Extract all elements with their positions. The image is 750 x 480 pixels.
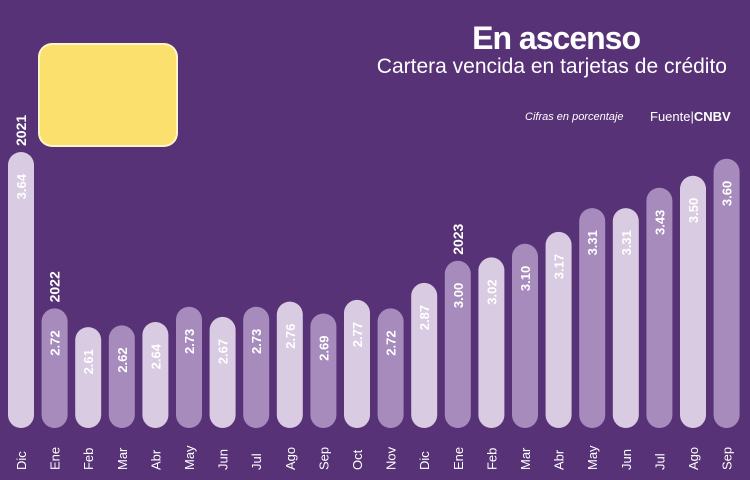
bar (612, 208, 639, 428)
x-tick-label: Dic (14, 451, 29, 470)
bar-value-label: 2.67 (216, 339, 231, 364)
bar-value-label: 2.87 (417, 305, 432, 330)
bar (209, 316, 236, 428)
bar (108, 325, 135, 428)
x-tick-label: Abr (148, 449, 163, 470)
bar (411, 282, 438, 428)
bar (512, 243, 538, 428)
x-tick-label: Abr (552, 449, 567, 470)
bar-value-label: 2.73 (182, 329, 197, 354)
year-marker-label: 2023 (450, 223, 466, 254)
chart-subtitle: Cartera vencida en tarjetas de crédito (376, 55, 727, 78)
bar-value-label: 2.76 (283, 324, 298, 349)
bar (646, 187, 673, 428)
bar (75, 327, 102, 428)
bar (680, 175, 706, 428)
credit-card-graphic (40, 45, 176, 145)
bar-value-label: 3.31 (619, 230, 634, 255)
bar-value-label: 2.72 (48, 330, 63, 355)
bar (579, 208, 606, 428)
source-prefix: Fuente| (650, 109, 694, 124)
bar (243, 306, 270, 428)
x-tick-label: Feb (81, 448, 96, 470)
chart-title: En ascenso (472, 20, 641, 56)
x-tick-label: Feb (484, 448, 499, 470)
bar (310, 313, 337, 428)
source-note: Fuente|CNBV (650, 109, 731, 124)
bar-value-label: 2.64 (148, 343, 163, 369)
bar (377, 308, 404, 428)
x-tick-label: Sep (720, 447, 735, 470)
x-tick-label: Jul (652, 453, 667, 470)
bar-value-label: 3.17 (552, 254, 567, 279)
bar (713, 158, 740, 429)
x-tick-label: Jun (619, 449, 634, 470)
bar-value-label: 2.62 (115, 347, 130, 372)
x-tick-label: Ene (451, 447, 466, 470)
year-marker-label: 2022 (47, 271, 63, 302)
bar (444, 260, 471, 428)
x-tick-label: May (585, 445, 600, 470)
bar-value-label: 3.10 (518, 266, 533, 291)
bar (176, 306, 202, 428)
x-tick-label: Nov (384, 446, 399, 470)
bar (344, 299, 370, 428)
bar-value-label: 3.50 (686, 198, 701, 223)
x-tick-label: Mar (518, 447, 533, 470)
bar-value-label: 3.43 (652, 210, 667, 235)
bar (478, 257, 505, 428)
bar (545, 231, 572, 428)
x-tick-label: Ene (48, 447, 63, 470)
bar-value-label: 3.64 (14, 173, 29, 199)
x-tick-label: Ago (686, 447, 701, 470)
units-note: Cifras en porcentaje (525, 111, 624, 123)
bar (8, 152, 34, 428)
x-tick-label: May (182, 445, 197, 470)
year-marker-label: 2021 (13, 115, 29, 146)
bar (41, 308, 68, 428)
x-tick-label: Jul (249, 453, 264, 470)
x-tick-label: Sep (316, 447, 331, 470)
bar-value-label: 3.60 (720, 181, 735, 206)
bar-value-label: 2.69 (316, 336, 331, 361)
x-tick-label: Ago (283, 447, 298, 470)
bar-value-label: 3.00 (451, 283, 466, 308)
x-tick-label: Jun (216, 449, 231, 470)
bar-value-label: 2.77 (350, 322, 365, 347)
x-tick-label: Oct (350, 449, 365, 470)
bar-value-label: 2.61 (81, 349, 96, 374)
source-name: CNBV (693, 109, 731, 124)
bar-value-label: 2.73 (249, 329, 264, 354)
bar (276, 301, 303, 428)
x-tick-label: Mar (115, 447, 130, 470)
bar-value-label: 2.72 (384, 330, 399, 355)
x-tick-label: Dic (417, 451, 432, 470)
bar-value-label: 3.31 (585, 230, 600, 255)
bar (142, 322, 169, 428)
bar-value-label: 3.02 (484, 279, 499, 304)
